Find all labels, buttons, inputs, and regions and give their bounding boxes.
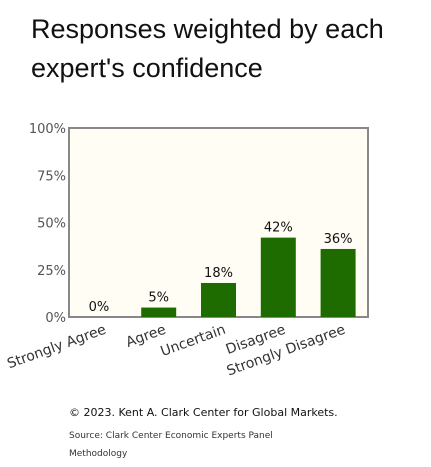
x-tick-label: Uncertain [158,322,227,360]
y-tick-label: 25% [37,264,66,279]
y-tick-label: 100% [29,122,66,137]
source-link[interactable]: Source: Clark Center Economic Experts Pa… [69,431,273,441]
y-tick-label: 0% [45,311,66,326]
bar [141,307,177,317]
bar-value-label: 18% [204,266,233,281]
bar [201,282,236,317]
methodology-link[interactable]: Methodology [69,449,128,459]
y-tick-label: 75% [37,169,66,184]
copyright-text: © 2023. Kent A. Clark Center for Global … [69,406,338,419]
bar-value-label: 36% [324,232,353,247]
x-tick-label: Strongly Agree [5,322,108,373]
bar [260,237,296,317]
bar-value-label: 42% [264,221,293,236]
chart-title: Responses weighted by each expert's conf… [31,14,384,83]
bar-value-label: 0% [89,300,110,315]
bar-value-label: 5% [148,291,169,306]
bar [320,248,356,317]
y-tick-label: 50% [37,217,66,232]
bar-chart: 0% 5% 18% 42% 36% 0% 25% 50% 75% 100% Strongly A… [5,122,369,379]
